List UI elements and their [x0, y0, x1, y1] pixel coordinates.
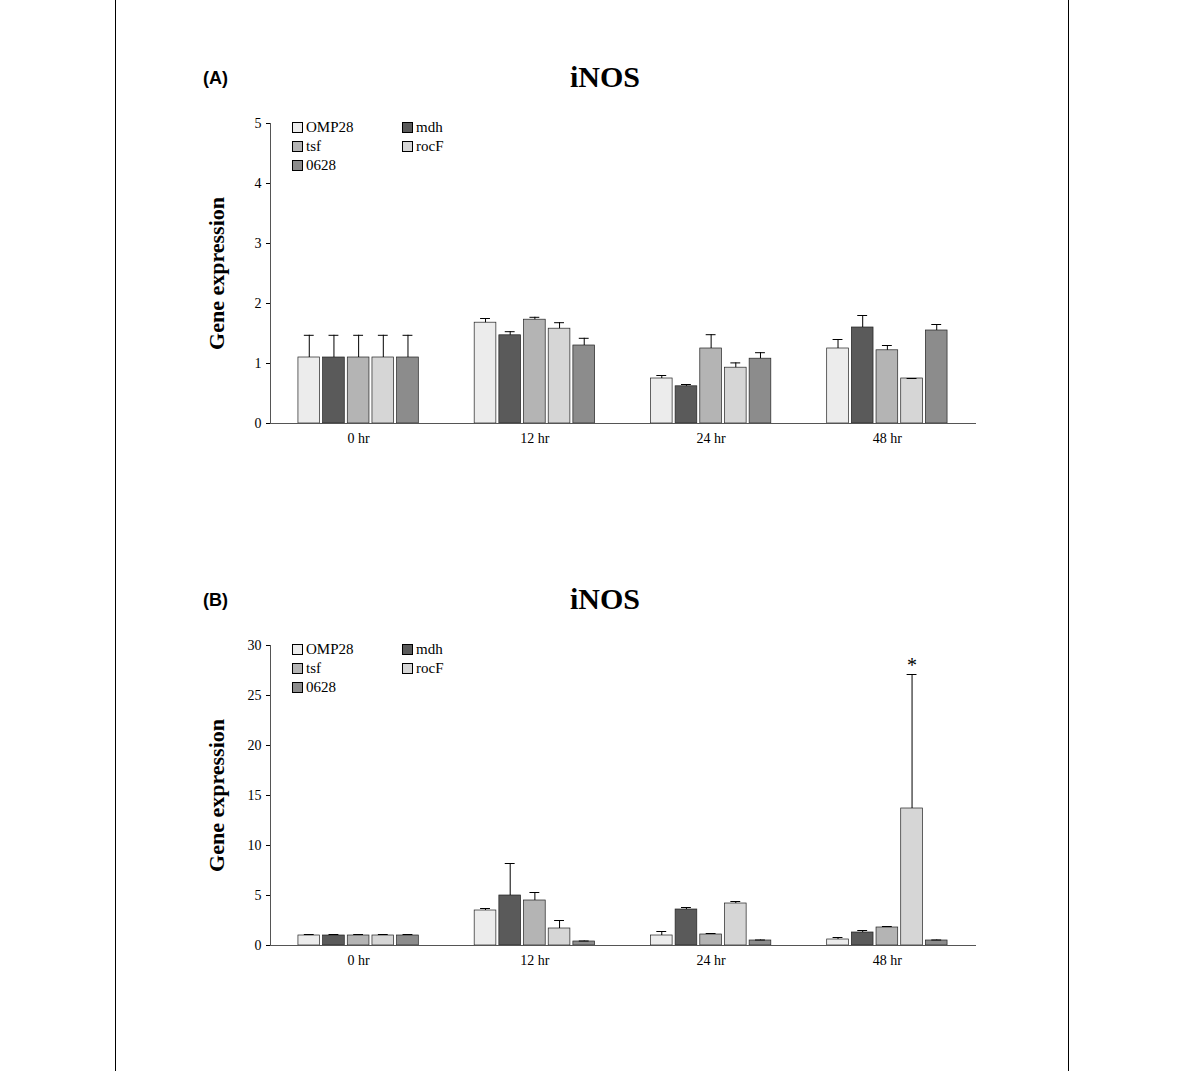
html-text:rocF: rocF — [416, 660, 444, 676]
html-text:iNOS: iNOS — [570, 582, 640, 615]
svg-text:48 hr: 48 hr — [873, 953, 903, 968]
html-text:tsf: tsf — [306, 138, 321, 154]
html-text:0628: 0628 — [306, 679, 336, 695]
html-text:0628: 0628 — [306, 157, 336, 173]
svg-text:1: 1 — [255, 356, 262, 371]
svg-text:2: 2 — [255, 296, 262, 311]
html-text:mdh: mdh — [416, 119, 443, 135]
html-text:OMP28: OMP28 — [306, 119, 354, 135]
svg-text:24 hr: 24 hr — [697, 953, 727, 968]
html-text:rocF: rocF — [416, 138, 444, 154]
svg-text:10: 10 — [248, 838, 262, 853]
svg-text:0 hr: 0 hr — [348, 953, 371, 968]
svg-text:Gene expression: Gene expression — [204, 197, 229, 350]
svg-text:48 hr: 48 hr — [873, 431, 903, 446]
svg-text:12 hr: 12 hr — [520, 953, 550, 968]
html-text:(B): (B) — [203, 590, 228, 610]
html-text:mdh: mdh — [416, 641, 443, 657]
svg-text:30: 30 — [248, 638, 262, 653]
html-text:tsf: tsf — [306, 660, 321, 676]
svg-text:5: 5 — [255, 116, 262, 131]
svg-text:24 hr: 24 hr — [697, 431, 727, 446]
svg-text:4: 4 — [255, 176, 262, 191]
svg-text:15: 15 — [248, 788, 262, 803]
svg-text:0 hr: 0 hr — [348, 431, 371, 446]
svg-text:0: 0 — [255, 938, 262, 953]
svg-text:12 hr: 12 hr — [520, 431, 550, 446]
html-text:iNOS: iNOS — [570, 60, 640, 93]
svg-text:*: * — [907, 654, 917, 676]
svg-text:3: 3 — [255, 236, 262, 251]
html-text:OMP28: OMP28 — [306, 641, 354, 657]
svg-text:5: 5 — [255, 888, 262, 903]
html-text:(A): (A) — [203, 68, 228, 88]
svg-text:Gene expression: Gene expression — [204, 719, 229, 872]
svg-text:20: 20 — [248, 738, 262, 753]
svg-text:0: 0 — [255, 416, 262, 431]
svg-text:25: 25 — [248, 688, 262, 703]
